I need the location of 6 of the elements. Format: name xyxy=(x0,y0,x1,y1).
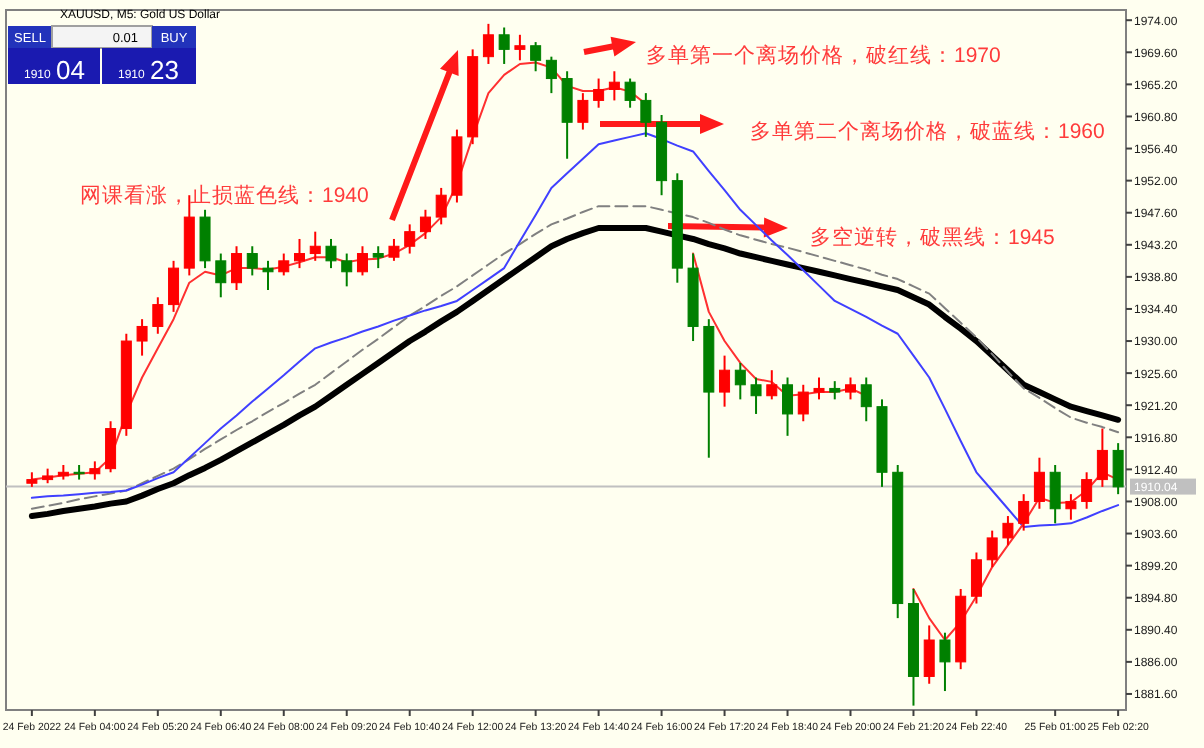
annotation: 网课看涨，止损蓝色线：1940 xyxy=(80,182,370,208)
annotation: 23 xyxy=(150,55,179,85)
annotation: 多单第一个离场价格，破红线：1970 xyxy=(646,42,1002,68)
annotation: 多空逆转，破黑线：1945 xyxy=(810,224,1056,250)
annotation: 多单第二个离场价格，破蓝线：1960 xyxy=(750,118,1106,144)
annotation: 04 xyxy=(56,55,85,85)
